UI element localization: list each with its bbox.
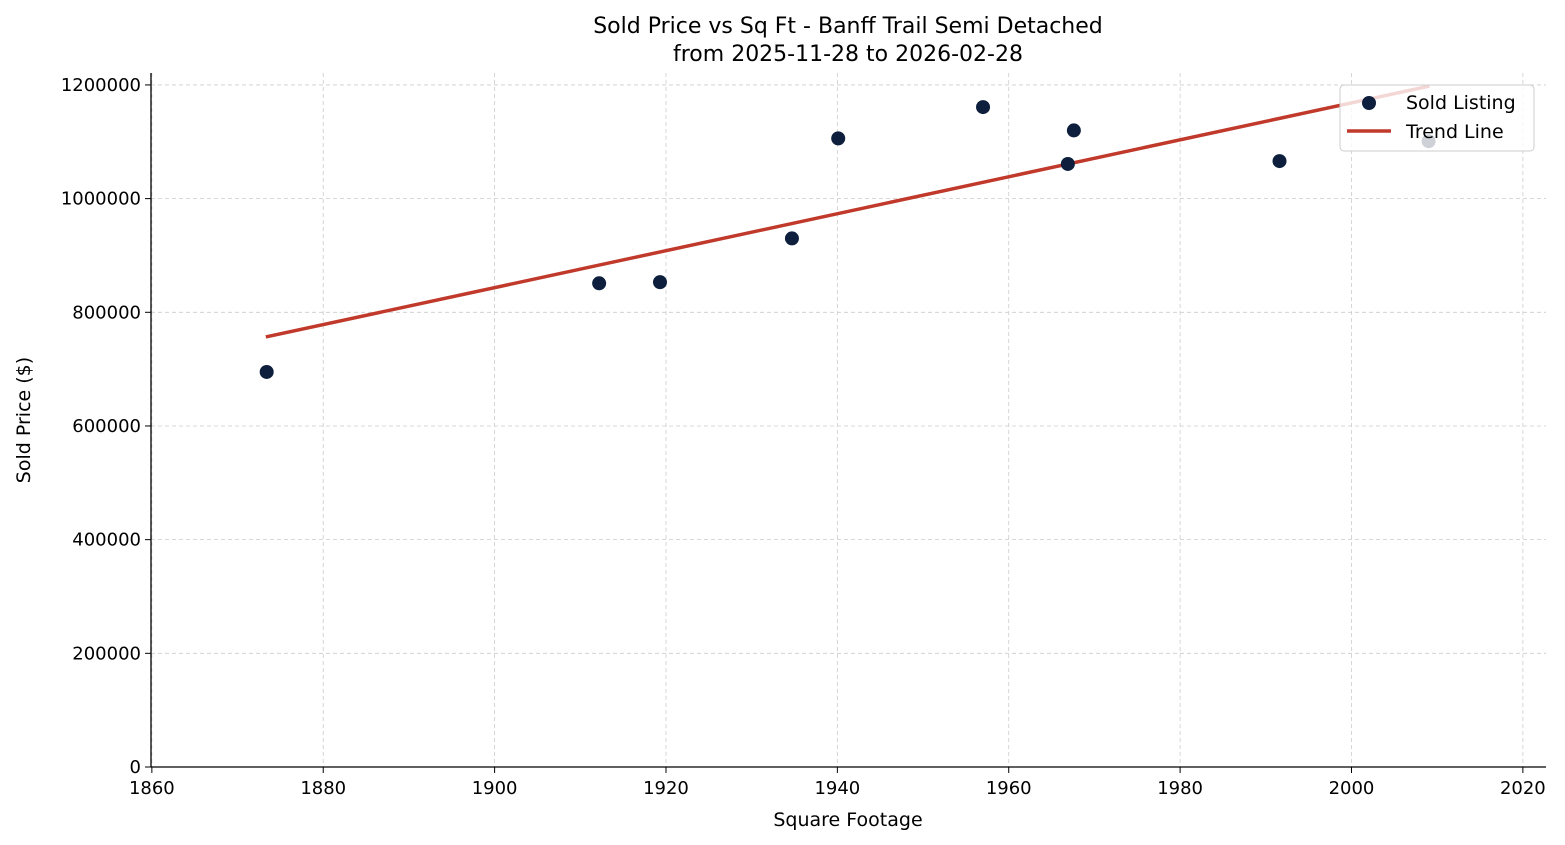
x-tick-label: 2000 — [1329, 778, 1375, 799]
y-tick-label: 1200000 — [61, 75, 141, 96]
trend-line — [265, 84, 1430, 339]
legend-box — [1339, 84, 1535, 152]
y-axis-label: Sold Price ($) — [13, 357, 35, 483]
y-tick-label: 200000 — [72, 643, 141, 664]
sold-listing-point — [976, 100, 991, 115]
x-tick-label: 1880 — [300, 778, 346, 799]
x-tick-label: 1940 — [814, 778, 860, 799]
x-tick-label: 2020 — [1500, 778, 1546, 799]
y-tick-label: 800000 — [72, 302, 141, 323]
x-tick-label: 1900 — [472, 778, 518, 799]
x-tick-label: 1860 — [129, 778, 175, 799]
sold-listing-point — [784, 231, 799, 246]
x-axis-label: Square Footage — [773, 809, 922, 831]
sold-listing-point — [1272, 154, 1287, 169]
sold-listing-point — [1066, 123, 1081, 138]
y-tick-label: 600000 — [72, 416, 141, 437]
x-tick-label: 1980 — [1157, 778, 1203, 799]
chart-title: Sold Price vs Sq Ft - Banff Trail Semi D… — [593, 14, 1103, 39]
sold-listing-point — [652, 275, 667, 290]
legend: Sold Listing Trend Line — [1339, 84, 1535, 152]
y-tick-label: 400000 — [72, 530, 141, 551]
y-tick-label: 1000000 — [61, 189, 141, 210]
legend-label-sold-listing: Sold Listing — [1406, 92, 1516, 114]
sold-listing-point — [592, 276, 607, 291]
chart-subtitle: from 2025-11-28 to 2026-02-28 — [673, 42, 1023, 67]
trend-line-layer — [265, 84, 1430, 339]
sold-listing-point — [831, 131, 846, 146]
grid — [151, 73, 1546, 768]
sold-listing-point — [1060, 156, 1075, 171]
legend-label-trend-line: Trend Line — [1405, 121, 1504, 143]
x-tick-label: 1920 — [643, 778, 689, 799]
points-layer — [259, 100, 1436, 379]
x-tick-label: 1960 — [986, 778, 1032, 799]
legend-marker-sold-listing — [1362, 96, 1376, 110]
y-tick-label: 0 — [130, 757, 141, 778]
sold-listing-point — [259, 364, 274, 379]
ticks: 1860 1880 1900 1920 1940 1960 1980 2000 2020 0 200… — [61, 75, 1546, 799]
